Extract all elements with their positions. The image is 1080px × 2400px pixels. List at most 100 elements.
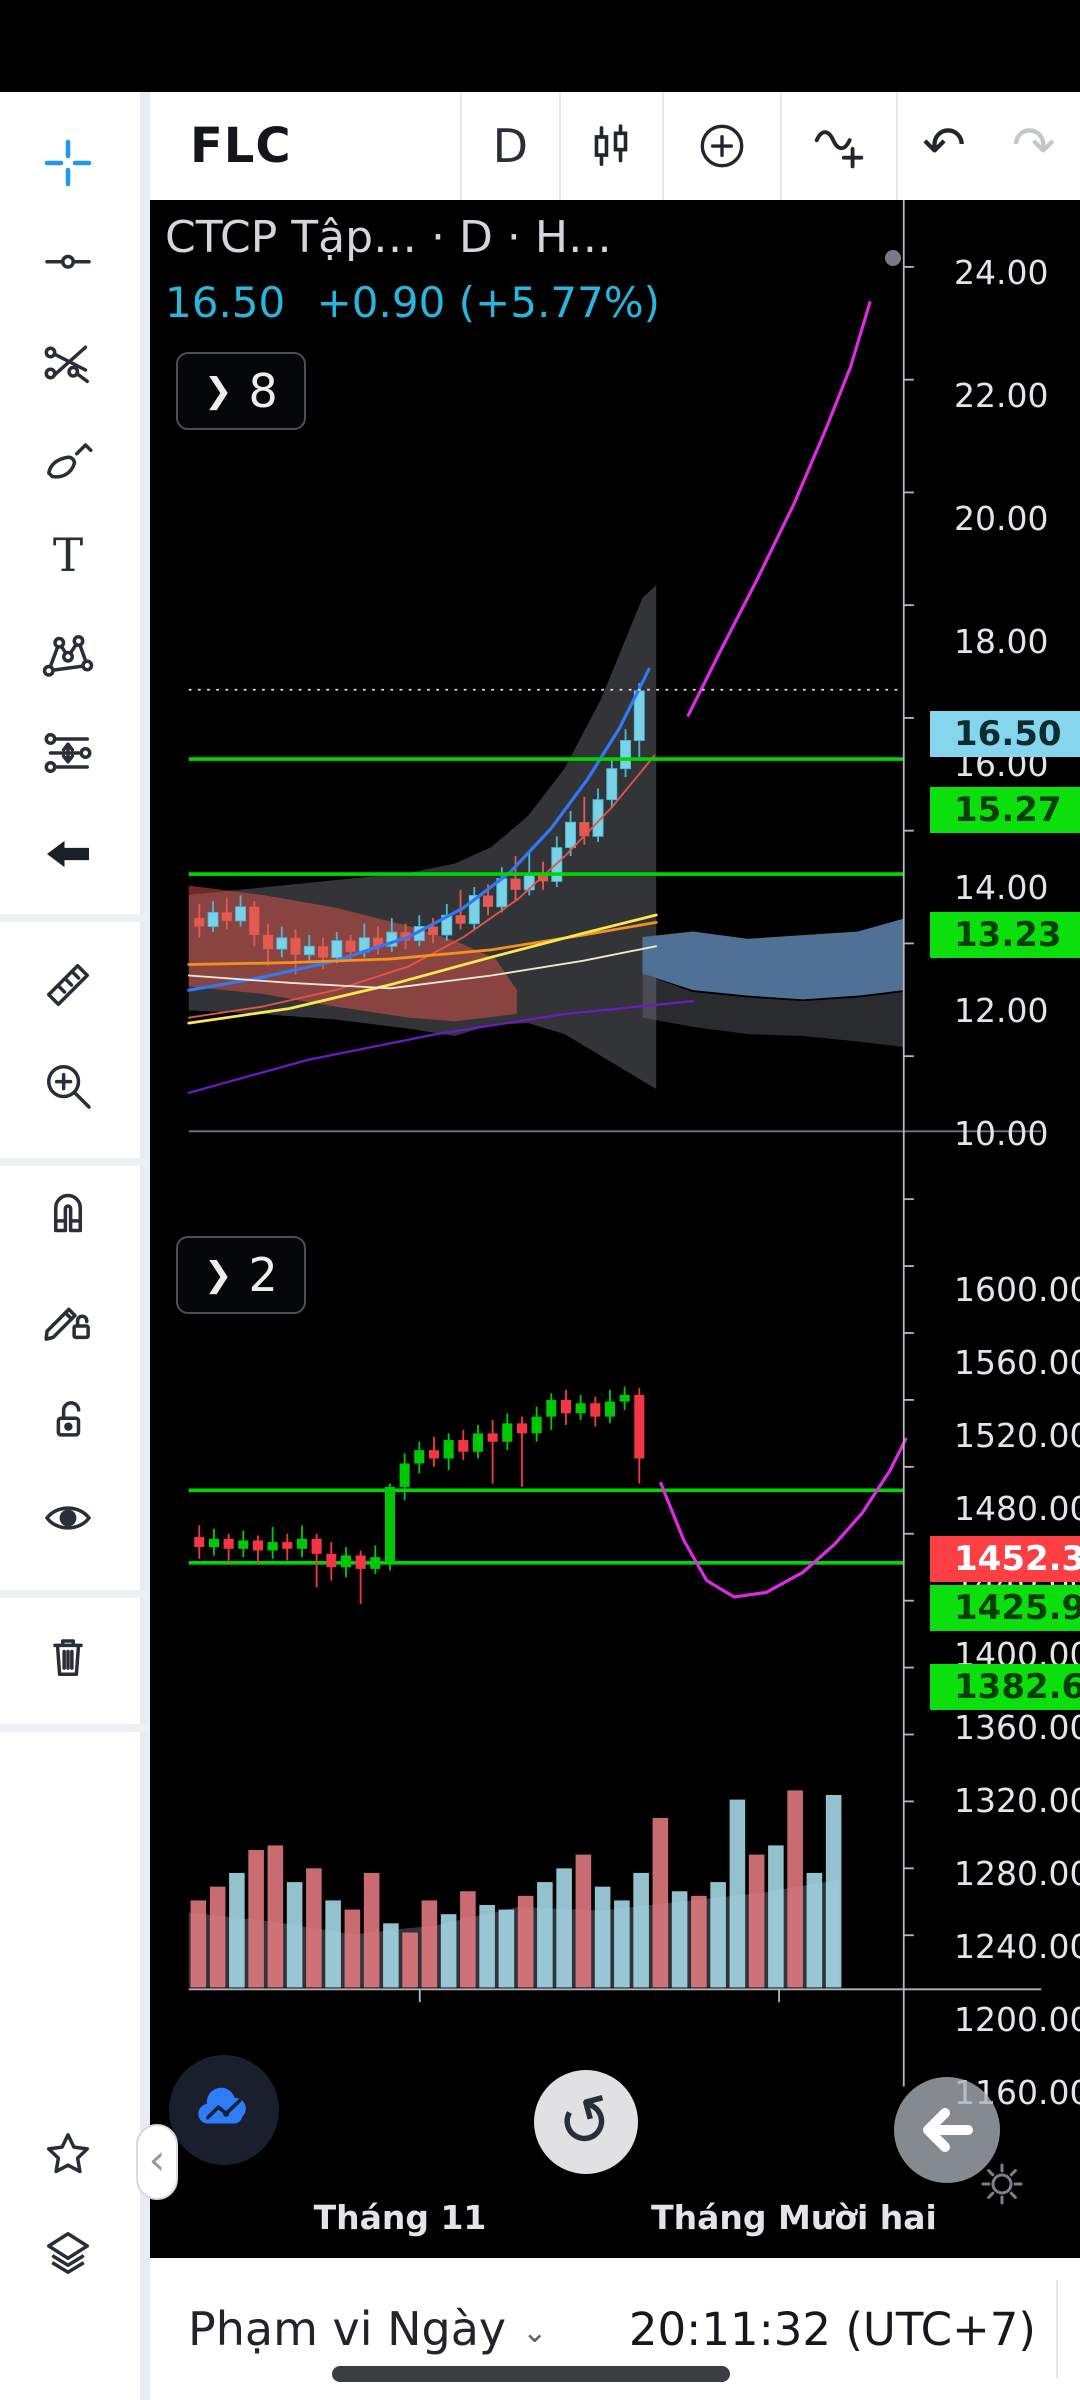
chevron-right-icon: ❯	[204, 371, 233, 411]
candle	[458, 1440, 469, 1452]
candles-icon	[582, 117, 640, 175]
volume-bar	[209, 1886, 226, 1988]
volume-bar	[286, 1882, 303, 1988]
drawn-magenta-curve	[659, 1437, 908, 1599]
volume-bar	[633, 1872, 649, 1988]
price-badge: 1452.35	[930, 1536, 1080, 1583]
bottom-bar-divider	[1056, 2280, 1058, 2378]
candle	[606, 768, 618, 801]
volume-bar	[729, 1799, 746, 1988]
candle	[414, 1450, 425, 1464]
price-tick-label: 1600.00	[954, 1270, 1080, 1309]
drawing-lock-tool-icon[interactable]	[40, 1291, 96, 1347]
forecast-tool-icon[interactable]	[40, 725, 96, 781]
interval-label: D	[492, 119, 529, 173]
ma-orange	[187, 920, 658, 966]
gesture-pill[interactable]	[332, 2366, 730, 2382]
candle	[370, 1557, 381, 1569]
price-axis[interactable]: 24.00 22.00 20.00 18.00 16.00 14.00 12.00 10.00…	[930, 200, 1080, 2264]
volume-bar	[537, 1882, 553, 1988]
candle	[510, 878, 521, 890]
lock-all-tool-icon[interactable]	[40, 1392, 96, 1448]
undo-icon[interactable]: ↶	[922, 116, 966, 176]
chart-svg[interactable]	[150, 200, 1080, 2400]
ma-cream	[187, 945, 658, 990]
volume-bar	[460, 1891, 476, 1988]
volume-bar	[363, 1872, 380, 1988]
header: FLC D ↶ ↷	[150, 92, 1080, 200]
price-tick-label: 1280.00	[954, 1854, 1080, 1893]
volume-bar	[768, 1845, 784, 1988]
candle	[472, 1433, 483, 1452]
reset-chart-fab[interactable]: ↺	[534, 2070, 638, 2174]
price-tick-label: 14.00	[954, 868, 1049, 907]
chart-style-button[interactable]	[558, 92, 662, 200]
volume-bar	[498, 1909, 515, 1988]
watchlist-fab[interactable]	[169, 2055, 279, 2165]
price-badge: 13.23	[930, 912, 1080, 959]
candle	[311, 1538, 322, 1554]
indicators-icon	[808, 115, 870, 177]
crosshair-tool-icon[interactable]	[40, 135, 96, 191]
pane1-legend-title[interactable]: CTCP Tập… · D · H…	[165, 212, 612, 263]
symbol-button[interactable]: FLC	[150, 92, 460, 200]
ma-blue	[187, 667, 651, 992]
candle	[235, 906, 247, 922]
zoom-in-tool-icon[interactable]	[40, 1058, 96, 1114]
sidebar-edge	[140, 92, 150, 2400]
candle	[546, 1399, 557, 1417]
status-bar	[0, 0, 1080, 92]
add-symbol-button[interactable]	[661, 92, 780, 200]
back-fab[interactable]	[894, 2077, 1000, 2183]
price-badge: 16.50	[930, 711, 1080, 758]
volume-bar	[383, 1923, 399, 1988]
volume-bar	[421, 1900, 438, 1988]
price-badge: 1425.96	[930, 1584, 1080, 1631]
volume-bar	[806, 1872, 823, 1988]
left-arrow-icon	[894, 2077, 1000, 2183]
toolbar-separator	[0, 1158, 150, 1166]
volume-bar	[517, 1895, 534, 1988]
brush-tool-icon[interactable]	[40, 431, 96, 487]
remove-all-trash-icon[interactable]	[40, 1627, 96, 1683]
price-tick-label: 1480.00	[954, 1489, 1080, 1528]
refresh-icon: ↺	[549, 2077, 623, 2167]
candle	[194, 918, 205, 927]
indicators-button[interactable]	[780, 92, 896, 200]
date-range-selector[interactable]: Phạm vi Ngày ⌄	[188, 2302, 547, 2356]
chart-settings-gear-icon[interactable]	[976, 2158, 1028, 2210]
svg-text:T: T	[53, 529, 83, 582]
candle	[487, 1433, 498, 1442]
xabcd-pattern-tool-icon[interactable]	[40, 627, 96, 683]
object-tree-layers-icon[interactable]	[40, 2225, 96, 2281]
pane1-objects-button[interactable]: ❯ 8	[176, 352, 306, 430]
ruler-tool-icon[interactable]	[40, 957, 96, 1013]
time-axis[interactable]: Tháng 11 Tháng Mười hai	[150, 2152, 1080, 2258]
pane1-price-row: 16.50 +0.90 (+5.77%)	[165, 278, 660, 327]
interval-button[interactable]: D	[460, 92, 558, 200]
text-tool-icon[interactable]: T	[40, 529, 96, 585]
arrow-left-tool-icon[interactable]	[40, 826, 96, 882]
clock-utc[interactable]: 20:11:32 (UTC+7)	[628, 2302, 1036, 2356]
drawn-magenta	[686, 301, 872, 717]
candle	[560, 1399, 571, 1414]
gann-fibonacci-tool-icon[interactable]	[40, 335, 96, 391]
price-tick-label: 10.00	[954, 1114, 1049, 1153]
toolbar-collapse-handle[interactable]: ‹	[136, 2124, 178, 2200]
price-tick-label: 24.00	[954, 253, 1049, 292]
price-tick-label: 12.00	[954, 991, 1049, 1030]
pane1-objects-count: 8	[248, 364, 278, 418]
candle	[455, 915, 466, 924]
hide-all-eye-icon[interactable]	[40, 1490, 96, 1546]
candle	[238, 1540, 249, 1549]
volume-bar	[575, 1854, 592, 1988]
pane2-objects-button[interactable]: ❯ 2	[176, 1236, 306, 1314]
candle	[399, 1463, 410, 1487]
price-tick-label: 1560.00	[954, 1343, 1080, 1382]
magnet-tool-icon[interactable]	[40, 1185, 96, 1241]
candle	[579, 822, 590, 837]
candle	[483, 895, 494, 907]
chart-cloud-icon	[185, 2071, 263, 2149]
favorites-star-icon[interactable]	[40, 2127, 96, 2183]
trend-line-tool-icon[interactable]	[40, 232, 96, 288]
